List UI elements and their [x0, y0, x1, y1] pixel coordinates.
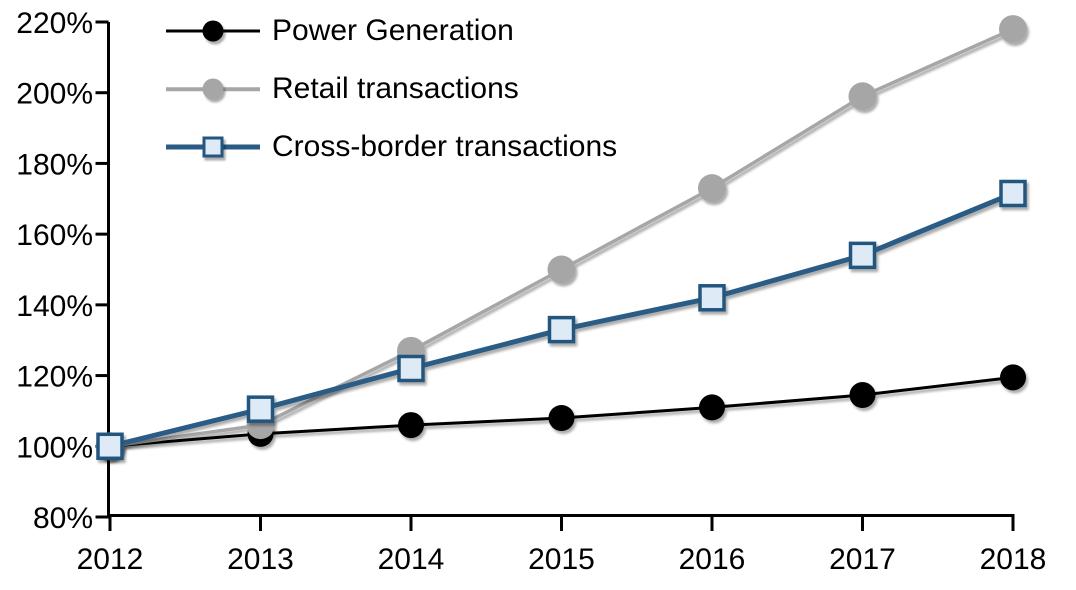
- legend-item-power-generation: Power Generation: [166, 2, 617, 60]
- svg-text:120%: 120%: [16, 361, 93, 394]
- legend-label-power-generation: Power Generation: [272, 14, 514, 47]
- legend-marker-retail-transactions: [166, 74, 260, 104]
- svg-text:2015: 2015: [528, 543, 595, 576]
- legend-marker-power-generation: [166, 16, 260, 46]
- legend-item-retail-transactions: Retail transactions: [166, 60, 617, 118]
- svg-text:2017: 2017: [829, 543, 896, 576]
- svg-text:2016: 2016: [679, 543, 746, 576]
- svg-text:200%: 200%: [16, 78, 93, 111]
- svg-text:2018: 2018: [980, 543, 1047, 576]
- svg-text:160%: 160%: [16, 219, 93, 252]
- svg-text:140%: 140%: [16, 290, 93, 323]
- svg-text:180%: 180%: [16, 148, 93, 181]
- legend-marker-cross-border-transactions: [166, 132, 260, 162]
- circle-marker-icon: [202, 78, 224, 100]
- legend-item-cross-border-transactions: Cross-border transactions: [166, 118, 617, 176]
- circle-marker-icon: [202, 20, 224, 42]
- square-marker-icon: [202, 136, 224, 158]
- svg-text:2013: 2013: [227, 543, 294, 576]
- legend-label-retail-transactions: Retail transactions: [272, 72, 519, 105]
- svg-text:2014: 2014: [378, 543, 445, 576]
- svg-text:2012: 2012: [77, 543, 144, 576]
- svg-text:220%: 220%: [16, 7, 93, 40]
- svg-text:80%: 80%: [33, 502, 93, 535]
- chart-legend: Power Generation Retail transactions Cro…: [166, 2, 617, 176]
- legend-label-cross-border-transactions: Cross-border transactions: [272, 130, 618, 163]
- svg-text:100%: 100%: [16, 431, 93, 464]
